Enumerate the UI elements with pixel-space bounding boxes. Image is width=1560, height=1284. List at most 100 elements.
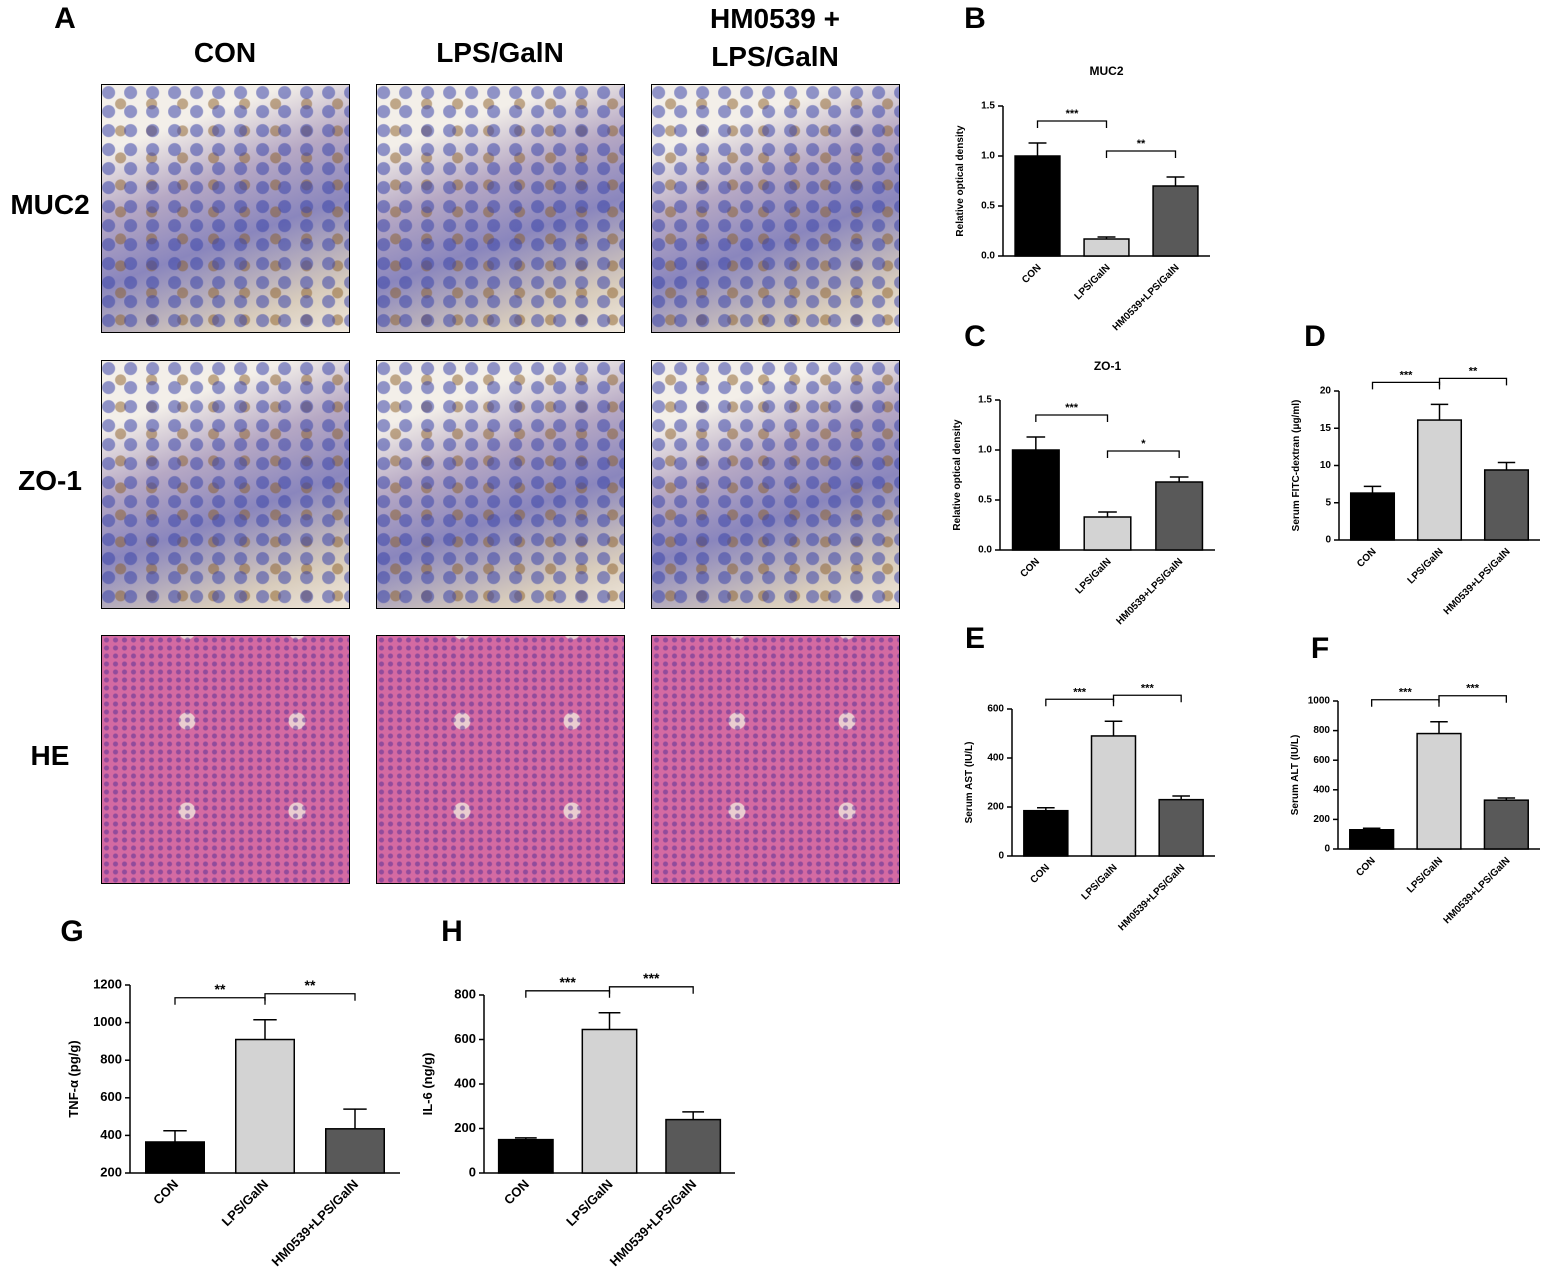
micrograph (376, 635, 625, 884)
y-axis-label: Serum FITC-dextran (μg/ml) (1291, 400, 1302, 532)
row-label: HE (30, 740, 70, 771)
bar (1011, 449, 1060, 551)
y-tick-label: 200 (987, 802, 1004, 813)
y-tick-label: 1.5 (978, 395, 992, 406)
y-tick-label: 400 (1313, 784, 1330, 795)
micrograph (651, 635, 900, 884)
error-bar (682, 1111, 705, 1120)
significance-bracket (1106, 450, 1180, 458)
bar (1483, 799, 1529, 850)
y-tick-label: 1000 (93, 1014, 122, 1029)
y-axis-label: Serum ALT (IU/L) (1290, 735, 1301, 816)
x-tick-label: HM0539+LPS/GalN (1114, 556, 1185, 627)
y-axis-label: Relative optical density (952, 419, 963, 531)
y-axis-label: Relative optical density (955, 125, 966, 237)
y-tick-label: 800 (100, 1052, 122, 1067)
y-tick-label: 0.5 (981, 201, 995, 212)
x-tick-label: CON (501, 1177, 532, 1208)
significance-bracket (1371, 381, 1441, 390)
x-tick-label: HM0539+LPS/GalN (269, 1177, 362, 1270)
bar (665, 1118, 722, 1174)
x-tick-label: LPS/GalN (1405, 855, 1445, 895)
significance-label: * (1141, 438, 1146, 450)
significance-label: *** (1399, 687, 1413, 699)
panel-label: E (965, 622, 985, 655)
y-tick-label: 0 (998, 851, 1004, 862)
x-tick-label: LPS/GalN (1406, 546, 1446, 586)
significance-bracket (525, 990, 611, 998)
error-bar (1037, 806, 1055, 811)
significance-label: *** (1073, 686, 1087, 698)
significance-label: ** (305, 977, 316, 993)
panel-label: F (1311, 632, 1329, 665)
bar (1416, 419, 1463, 541)
x-tick-label: HM0539+LPS/GalN (1442, 855, 1513, 926)
bar (325, 1128, 385, 1174)
micrograph (101, 84, 350, 333)
y-tick-label: 600 (454, 1031, 476, 1046)
bar (1155, 481, 1204, 551)
y-tick-label: 15 (1320, 423, 1332, 434)
x-tick-label: HM0539+LPS/GalN (1116, 862, 1187, 933)
error-bar (1169, 476, 1189, 482)
y-axis-label: Serum AST (IU/L) (964, 742, 975, 824)
significance-label: ** (1137, 138, 1146, 150)
column-header: LPS/GalN (436, 37, 564, 68)
y-tick-label: 10 (1320, 460, 1332, 471)
error-bar (1026, 436, 1046, 450)
significance-label: *** (1066, 108, 1080, 120)
chart-title: MUC2 (1089, 64, 1123, 78)
y-tick-label: 1.0 (981, 151, 995, 162)
panel-label: G (60, 915, 83, 948)
bar (1083, 516, 1132, 551)
significance-label: *** (559, 974, 576, 990)
y-tick-label: 200 (100, 1164, 122, 1179)
micrograph (101, 635, 350, 884)
x-tick-label: CON (1028, 862, 1052, 886)
significance-bracket (1371, 699, 1440, 707)
panel-label: A (54, 2, 76, 35)
x-tick-label: CON (1018, 556, 1042, 580)
bar (1349, 829, 1395, 850)
significance-label: *** (1065, 402, 1079, 414)
panel-label: B (964, 2, 986, 35)
x-tick-label: HM0539+LPS/GalN (1442, 546, 1513, 617)
x-tick-label: LPS/GalN (219, 1177, 272, 1230)
significance-label: ** (1469, 365, 1478, 377)
y-tick-label: 1.0 (978, 445, 992, 456)
x-tick-label: HM0539+LPS/GalN (1111, 262, 1182, 333)
bar (145, 1141, 205, 1174)
significance-label: *** (1141, 682, 1155, 694)
bar (1083, 238, 1130, 257)
row-label: MUC2 (10, 189, 90, 220)
row-label: ZO-1 (18, 465, 82, 496)
significance-bracket (1045, 698, 1115, 707)
significance-bracket (264, 993, 356, 1001)
error-bar (163, 1129, 187, 1142)
y-tick-label: 1.5 (981, 101, 995, 112)
error-bar (514, 1137, 537, 1140)
x-tick-label: CON (1354, 855, 1378, 879)
bar (1483, 469, 1530, 541)
significance-bracket (608, 986, 694, 994)
micrograph (651, 360, 900, 609)
micrograph (651, 84, 900, 333)
error-bar (598, 1012, 621, 1030)
y-tick-label: 20 (1320, 386, 1332, 397)
y-tick-label: 800 (454, 986, 476, 1001)
error-bar (1098, 511, 1117, 517)
y-tick-label: 0 (1324, 844, 1330, 855)
y-tick-label: 0.0 (978, 545, 992, 556)
error-bar (1363, 485, 1382, 494)
error-bar (1028, 142, 1047, 156)
significance-bracket (1438, 695, 1507, 703)
significance-label: *** (1400, 369, 1414, 381)
y-axis-label: IL-6 (ng/g) (420, 1053, 435, 1116)
error-bar (343, 1108, 367, 1129)
bar (1014, 155, 1061, 257)
error-bar (1104, 720, 1123, 736)
significance-bracket (1105, 150, 1177, 158)
y-tick-label: 1200 (93, 976, 122, 991)
x-tick-label: HM0539+LPS/GalN (607, 1177, 700, 1270)
x-tick-label: CON (1355, 546, 1379, 570)
